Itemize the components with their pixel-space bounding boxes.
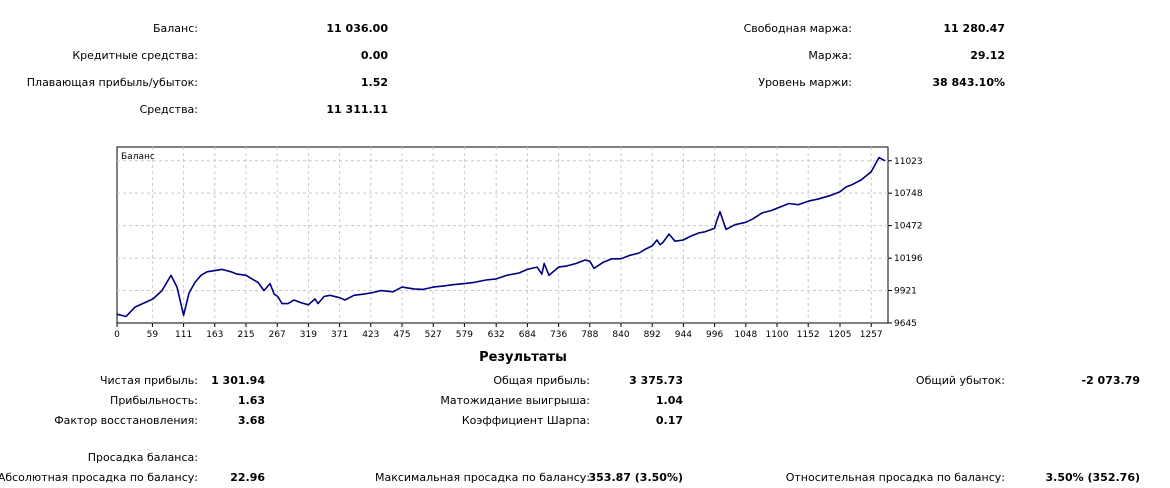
balance-value: 11 036.00 bbox=[326, 22, 388, 35]
x-tick-label: 840 bbox=[612, 330, 629, 340]
sharpe-value: 0.17 bbox=[655, 414, 683, 427]
x-tick-label: 579 bbox=[456, 330, 473, 340]
balance-line bbox=[116, 156, 886, 318]
recovery-factor-label: Фактор восстановления: bbox=[54, 414, 198, 427]
rel-drawdown-value: 3.50% (352.76) bbox=[1045, 471, 1141, 484]
balance-label: Баланс: bbox=[152, 22, 198, 35]
y-tick-label: 10472 bbox=[894, 222, 923, 232]
x-tick-label: 527 bbox=[425, 330, 442, 340]
x-tick-label: 944 bbox=[675, 330, 692, 340]
x-tick-label: 0 bbox=[114, 330, 120, 340]
x-tick-label: 215 bbox=[237, 330, 254, 340]
credit-value: 0.00 bbox=[360, 49, 388, 62]
x-tick-label: 996 bbox=[706, 330, 723, 340]
x-tick-label: 1048 bbox=[734, 330, 757, 340]
x-tick-label: 1152 bbox=[797, 330, 820, 340]
x-tick-label: 1100 bbox=[766, 330, 789, 340]
max-drawdown-label: Максимальная просадка по балансу: bbox=[374, 471, 590, 484]
drawdown-header: Просадка баланса: bbox=[87, 451, 198, 464]
x-tick-label: 111 bbox=[175, 330, 192, 340]
floating-label: Плавающая прибыль/убыток: bbox=[26, 76, 198, 89]
x-tick-label: 423 bbox=[362, 330, 379, 340]
y-tick-label: 10196 bbox=[894, 254, 923, 264]
gross-profit-value: 3 375.73 bbox=[629, 374, 683, 387]
x-tick-label: 371 bbox=[331, 330, 348, 340]
x-tick-label: 59 bbox=[147, 330, 159, 340]
y-tick-label: 9921 bbox=[894, 287, 917, 297]
gross-loss-value: -2 073.79 bbox=[1081, 374, 1141, 387]
chart-title: Баланс bbox=[121, 152, 155, 162]
expected-payoff-value: 1.04 bbox=[655, 394, 683, 407]
rel-drawdown-label: Относительная просадка по балансу: bbox=[785, 471, 1005, 484]
equity-value: 11 311.11 bbox=[326, 103, 388, 116]
profit-factor-label: Прибыльность: bbox=[110, 394, 198, 407]
x-tick-label: 475 bbox=[393, 330, 410, 340]
x-tick-label: 788 bbox=[581, 330, 598, 340]
gross-loss-label: Общий убыток: bbox=[915, 374, 1005, 387]
x-tick-label: 736 bbox=[550, 330, 567, 340]
x-tick-label: 632 bbox=[488, 330, 505, 340]
margin-value: 29.12 bbox=[970, 49, 1005, 62]
x-tick-label: 319 bbox=[300, 330, 317, 340]
profit-factor-value: 1.63 bbox=[237, 394, 265, 407]
x-tick-label: 684 bbox=[519, 330, 536, 340]
plot-area bbox=[116, 146, 889, 324]
credit-label: Кредитные средства: bbox=[72, 49, 198, 62]
x-tick-label: 163 bbox=[206, 330, 223, 340]
x-tick-label: 1205 bbox=[829, 330, 852, 340]
free-margin-label: Свободная маржа: bbox=[743, 22, 852, 35]
sharpe-label: Коэффициент Шарпа: bbox=[461, 414, 590, 427]
margin-level-value: 38 843.10% bbox=[932, 76, 1005, 89]
free-margin-value: 11 280.47 bbox=[943, 22, 1005, 35]
net-profit-value: 1 301.94 bbox=[211, 374, 265, 387]
x-tick-label: 1257 bbox=[860, 330, 883, 340]
margin-label: Маржа: bbox=[808, 49, 852, 62]
gross-profit-label: Общая прибыль: bbox=[493, 374, 590, 387]
x-tick-label: 892 bbox=[644, 330, 661, 340]
x-tick-label: 267 bbox=[269, 330, 286, 340]
abs-drawdown-value: 22.96 bbox=[230, 471, 265, 484]
equity-label: Средства: bbox=[139, 103, 198, 116]
x-axis: 0 59 111 163 215 267 319 371 423 475 527 579 632 684 7… bbox=[114, 323, 883, 340]
max-drawdown-value: 353.87 (3.50%) bbox=[588, 471, 684, 484]
abs-drawdown-label: Абсолютная просадка по балансу: bbox=[0, 471, 198, 484]
net-profit-label: Чистая прибыль: bbox=[99, 374, 198, 387]
margin-level-label: Уровень маржи: bbox=[758, 76, 852, 89]
y-tick-label: 11023 bbox=[894, 157, 923, 167]
y-tick-label: 10748 bbox=[894, 189, 923, 199]
floating-value: 1.52 bbox=[360, 76, 388, 89]
balance-chart: 11023 10748 10472 10196 9921 9645 0 59 111 163 21… bbox=[114, 146, 923, 340]
y-axis: 11023 10748 10472 10196 9921 9645 bbox=[888, 157, 923, 329]
recovery-factor-value: 3.68 bbox=[237, 414, 265, 427]
y-tick-label: 9645 bbox=[894, 319, 917, 329]
expected-payoff-label: Матожидание выигрыша: bbox=[440, 394, 590, 407]
grid bbox=[117, 147, 888, 323]
results-title: Результаты bbox=[479, 350, 567, 365]
